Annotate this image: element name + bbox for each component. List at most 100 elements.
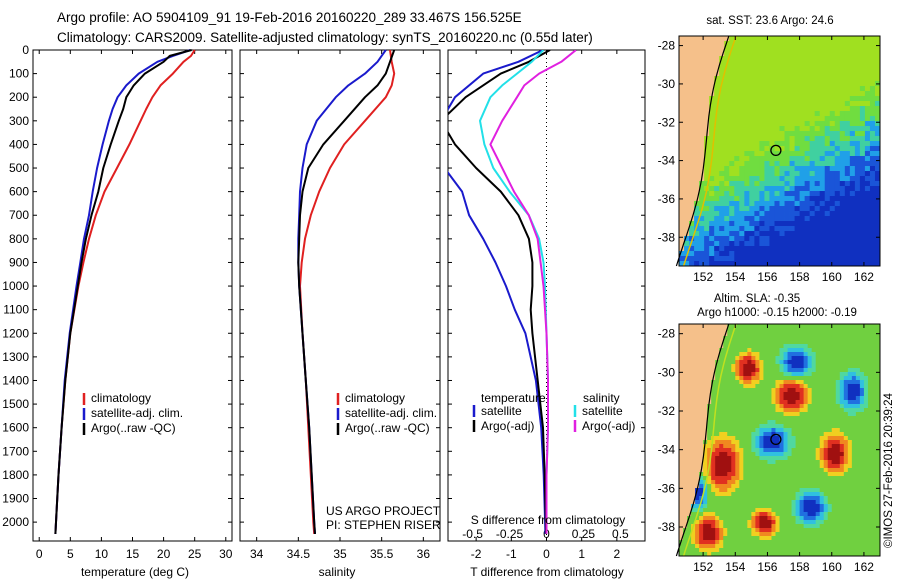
- ocean-cell: [843, 524, 849, 529]
- ocean-cell: [784, 186, 790, 192]
- ocean-cell: [743, 336, 748, 341]
- land-cell: [694, 96, 700, 102]
- ocean-cell: [735, 344, 740, 349]
- ocean-cell: [869, 61, 876, 67]
- ocean-cell: [789, 61, 795, 67]
- ocean-cell: [749, 211, 755, 217]
- ocean-cell: [791, 364, 796, 369]
- ocean-cell: [779, 376, 784, 381]
- ocean-cell: [709, 221, 715, 227]
- ocean-cell: [789, 76, 795, 82]
- ocean-cell: [691, 548, 696, 553]
- ocean-cell: [707, 468, 712, 473]
- ocean-cell: [739, 340, 744, 345]
- ocean-cell: [804, 126, 811, 132]
- ocean-cell: [824, 156, 831, 162]
- ocean-cell: [827, 548, 833, 553]
- ocean-cell: [789, 261, 795, 267]
- ocean-cell: [794, 81, 801, 87]
- ocean-cell: [795, 356, 800, 361]
- ocean-cell: [819, 131, 826, 137]
- ocean-cell: [719, 548, 724, 553]
- ocean-cell: [819, 348, 825, 353]
- ocean-cell: [839, 156, 846, 162]
- ocean-cell: [824, 221, 831, 227]
- ocean-cell: [871, 376, 877, 381]
- land-cell: [694, 156, 700, 162]
- ocean-cell: [819, 384, 825, 389]
- ocean-cell: [827, 380, 833, 385]
- ocean-cell: [811, 392, 817, 397]
- ocean-cell: [759, 468, 764, 473]
- ocean-cell: [849, 216, 856, 222]
- ocean-cell: [707, 532, 712, 537]
- land-cell: [715, 328, 720, 333]
- ocean-cell: [799, 51, 806, 57]
- ocean-cell: [759, 121, 765, 127]
- ocean-cell: [819, 211, 826, 217]
- ocean-cell: [847, 524, 853, 529]
- land-cell: [704, 101, 710, 107]
- ocean-cell: [743, 436, 748, 441]
- ocean-cell: [744, 151, 750, 157]
- ocean-cell: [704, 191, 710, 197]
- ocean-cell: [869, 121, 876, 127]
- ocean-cell: [799, 536, 805, 541]
- ocean-cell: [827, 336, 833, 341]
- land-cell: [687, 376, 692, 381]
- ocean-cell: [699, 221, 705, 227]
- ocean-cell: [859, 404, 865, 409]
- ocean-cell: [871, 380, 877, 385]
- ocean-cell: [829, 71, 836, 77]
- ocean-cell: [754, 191, 760, 197]
- ocean-cell: [739, 404, 744, 409]
- ocean-cell: [787, 508, 792, 513]
- ocean-cell: [819, 480, 825, 485]
- ocean-cell: [849, 131, 856, 137]
- ocean-cell: [807, 464, 813, 469]
- land-cell: [687, 492, 692, 497]
- ocean-cell: [707, 432, 712, 437]
- ocean-cell: [744, 211, 750, 217]
- ocean-cell: [787, 496, 792, 501]
- ocean-cell: [809, 176, 816, 182]
- land-cell: [679, 36, 685, 42]
- ocean-cell: [771, 332, 776, 337]
- ocean-cell: [739, 536, 744, 541]
- ocean-cell: [731, 336, 736, 341]
- ocean-cell: [759, 181, 765, 187]
- ocean-cell: [727, 528, 732, 533]
- ocean-cell: [849, 126, 856, 132]
- ocean-cell: [739, 156, 745, 162]
- ocean-cell: [855, 516, 861, 521]
- ocean-cell: [759, 156, 765, 162]
- ocean-cell: [747, 388, 752, 393]
- land-cell: [689, 181, 695, 187]
- ocean-cell: [719, 524, 724, 529]
- ocean-cell: [694, 261, 700, 267]
- ocean-cell: [727, 540, 732, 545]
- ocean-cell: [715, 536, 720, 541]
- ocean-cell: [811, 344, 817, 349]
- land-cell: [689, 61, 695, 67]
- land-cell: [689, 126, 695, 132]
- land-cell: [679, 86, 685, 92]
- ocean-cell: [699, 492, 704, 497]
- ocean-cell: [819, 96, 826, 102]
- ocean-cell: [851, 456, 857, 461]
- ocean-cell: [707, 444, 712, 449]
- ocean-cell: [739, 480, 744, 485]
- ocean-cell: [743, 340, 748, 345]
- ocean-cell: [855, 464, 861, 469]
- ocean-cell: [729, 86, 735, 92]
- ocean-cell: [719, 480, 724, 485]
- ocean-cell: [839, 141, 846, 147]
- ocean-cell: [784, 111, 790, 117]
- ocean-cell: [859, 440, 865, 445]
- ocean-cell: [783, 512, 788, 517]
- land-cell: [683, 328, 688, 333]
- ocean-cell: [807, 536, 813, 541]
- ocean-cell: [839, 436, 845, 441]
- land-cell: [703, 424, 708, 429]
- ocean-cell: [814, 226, 821, 232]
